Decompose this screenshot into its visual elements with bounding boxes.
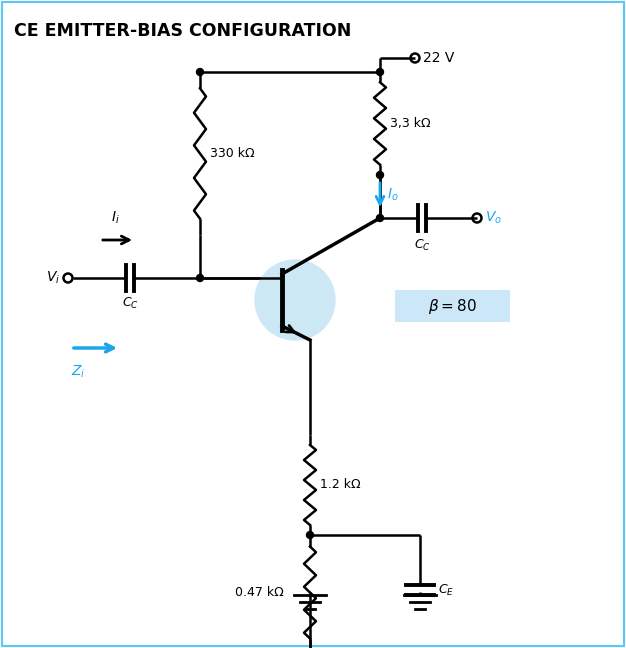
Text: $C_E$: $C_E$ <box>438 583 454 597</box>
Circle shape <box>197 69 203 76</box>
Circle shape <box>376 214 384 222</box>
Text: $V_o$: $V_o$ <box>485 210 502 226</box>
Text: $C_C$: $C_C$ <box>414 238 431 253</box>
Text: 1.2 kΩ: 1.2 kΩ <box>320 478 361 491</box>
Circle shape <box>197 275 203 281</box>
Circle shape <box>376 69 384 76</box>
Text: 22 V: 22 V <box>423 51 454 65</box>
Circle shape <box>307 531 314 538</box>
Text: $I_o$: $I_o$ <box>387 187 399 203</box>
Text: $V_i$: $V_i$ <box>46 270 60 286</box>
Text: 330 kΩ: 330 kΩ <box>210 147 255 160</box>
FancyBboxPatch shape <box>395 290 510 322</box>
Text: $Z_i$: $Z_i$ <box>71 364 86 380</box>
Text: 3,3 kΩ: 3,3 kΩ <box>390 117 431 130</box>
Text: CE EMITTER-BIAS CONFIGURATION: CE EMITTER-BIAS CONFIGURATION <box>14 22 351 40</box>
Circle shape <box>255 260 335 340</box>
Text: $C_C$: $C_C$ <box>121 296 138 311</box>
Text: 0.47 kΩ: 0.47 kΩ <box>235 586 284 599</box>
Text: $I_i$: $I_i$ <box>111 209 120 226</box>
Text: $\beta = 80$: $\beta = 80$ <box>428 297 477 316</box>
Circle shape <box>376 172 384 178</box>
